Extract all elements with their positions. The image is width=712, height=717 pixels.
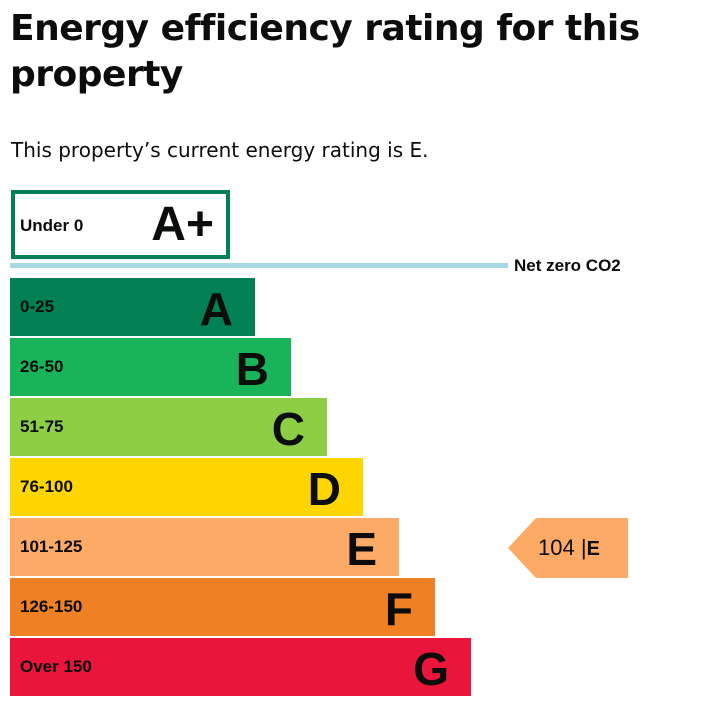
band-f: 126-150 F bbox=[10, 578, 435, 636]
band-letter: A bbox=[199, 283, 233, 335]
current-rating-separator: | bbox=[580, 535, 587, 560]
rating-summary: This property’s current energy rating is… bbox=[11, 138, 429, 162]
page-title: Energy efficiency rating for this proper… bbox=[10, 8, 640, 95]
band-range-label: 0-25 bbox=[20, 297, 55, 316]
current-rating-value: 104 bbox=[538, 535, 575, 560]
current-rating-marker: 104 |E bbox=[508, 518, 628, 578]
band-range-label: 26-50 bbox=[20, 357, 64, 376]
band-d: 76-100 D bbox=[10, 458, 363, 516]
band-range-label: 51-75 bbox=[20, 417, 64, 436]
band-letter: G bbox=[413, 643, 449, 695]
current-rating-text: 104 |E bbox=[538, 518, 600, 579]
band-a-plus: Under 0 A+ bbox=[11, 190, 230, 259]
current-rating-letter: E bbox=[586, 538, 600, 560]
band-range-label: Under 0 bbox=[20, 216, 84, 235]
band-range-label: 126-150 bbox=[20, 597, 83, 616]
net-zero-label: Net zero CO2 bbox=[514, 256, 621, 275]
band-letter: F bbox=[384, 583, 413, 635]
band-g: Over 150 G bbox=[10, 638, 471, 696]
net-zero-line bbox=[10, 263, 508, 268]
band-letter: D bbox=[307, 463, 341, 515]
band-a: 0-25 A bbox=[10, 278, 255, 336]
band-letter: B bbox=[235, 343, 269, 395]
band-b: 26-50 B bbox=[10, 338, 291, 396]
current-rating-arrow bbox=[508, 518, 628, 578]
band-c: 51-75 C bbox=[10, 398, 327, 456]
band-letter: C bbox=[271, 403, 305, 455]
band-letter: E bbox=[346, 523, 377, 575]
band-range-label: 76-100 bbox=[20, 477, 73, 496]
band-letter: A+ bbox=[151, 198, 214, 251]
band-range-label: Over 150 bbox=[20, 657, 92, 676]
band-e: 101-125 E bbox=[10, 518, 399, 576]
band-range-label: 101-125 bbox=[20, 537, 83, 556]
